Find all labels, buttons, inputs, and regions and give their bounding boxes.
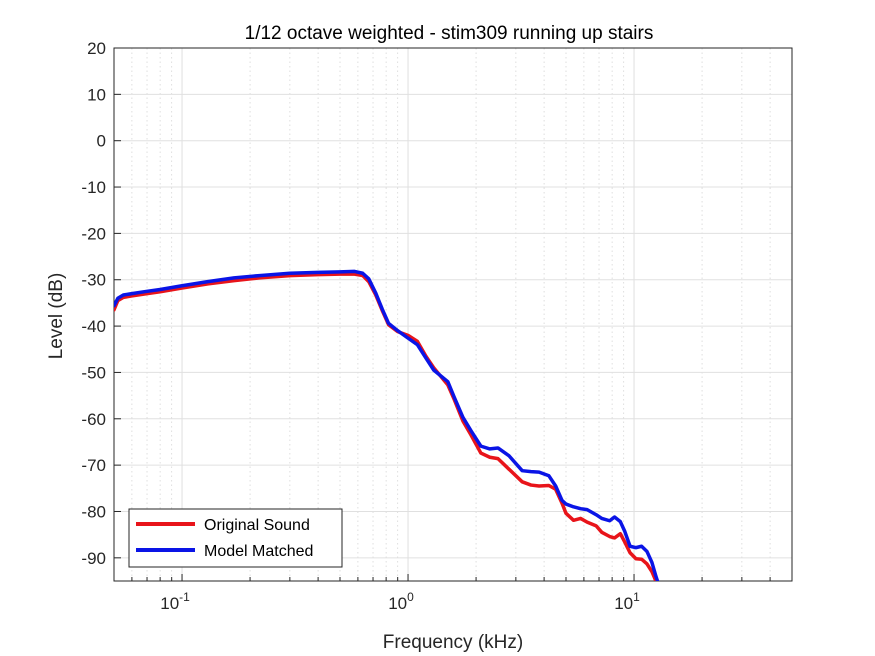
legend-box xyxy=(128,508,343,568)
y-tick-label: -30 xyxy=(81,271,106,290)
data-series xyxy=(114,269,660,581)
y-tick-label: -10 xyxy=(81,178,106,197)
legend: Original Sound Model Matched xyxy=(128,508,343,568)
series-line-original-sound xyxy=(114,272,658,581)
x-tick-label: 101 xyxy=(614,590,640,613)
y-tick-label: -50 xyxy=(81,363,106,382)
y-tick-label: -80 xyxy=(81,502,106,521)
y-tick-label: -40 xyxy=(81,317,106,336)
x-axis-label: Frequency (kHz) xyxy=(383,632,523,653)
axis-ticks: 10-1 100 10120100-10-20-30-40-50-60-70-80-… xyxy=(81,39,793,613)
legend-label-model-matched: Model Matched xyxy=(204,543,313,560)
y-tick-label: -90 xyxy=(81,549,106,568)
y-tick-label: -60 xyxy=(81,410,106,429)
legend-label-original-sound: Original Sound xyxy=(204,517,310,534)
plot-area-frame xyxy=(113,47,793,582)
series-line-model-matched xyxy=(114,269,660,581)
x-tick-label: 10-1 xyxy=(160,590,190,613)
y-tick-label: 0 xyxy=(97,132,106,151)
y-tick-label: -70 xyxy=(81,456,106,475)
y-tick-label: -20 xyxy=(81,224,106,243)
y-axis-label: Level (dB) xyxy=(46,273,67,360)
chart-title: 1/12 octave weighted - stim309 running u… xyxy=(245,23,654,44)
x-tick-label: 100 xyxy=(388,590,414,613)
y-tick-label: 10 xyxy=(87,85,106,104)
y-tick-label: 20 xyxy=(87,39,106,58)
